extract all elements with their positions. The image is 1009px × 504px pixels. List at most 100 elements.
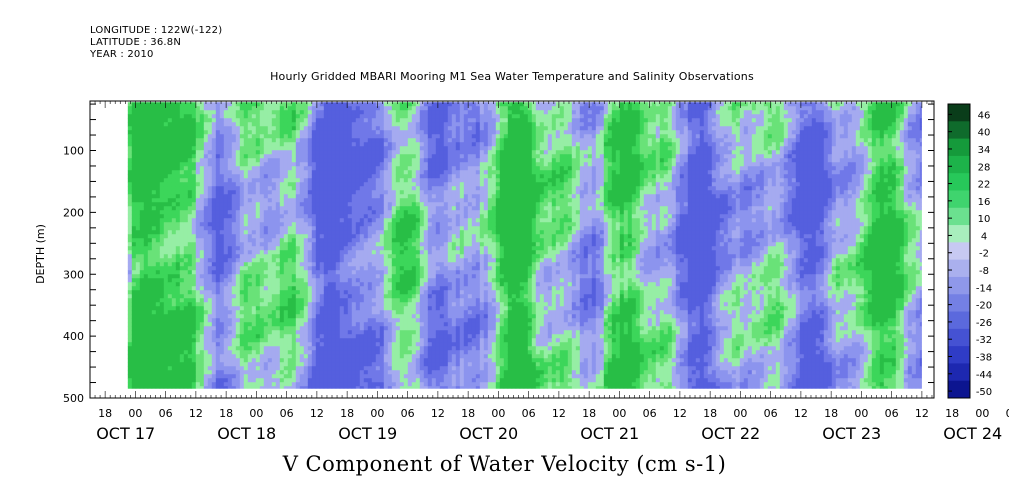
heatmap-cell [275,242,281,247]
heatmap-cell [175,162,181,167]
heatmap-cell [283,266,289,271]
heatmap-cell [375,162,381,167]
heatmap-cell [183,362,189,367]
heatmap-cell [291,334,297,339]
heatmap-cell [283,158,289,163]
heatmap-cell [127,386,133,389]
heatmap-cell [343,234,349,239]
heatmap-cell [359,222,365,227]
heatmap-cell [299,318,305,323]
heatmap-cell [391,294,397,299]
heatmap-cell [159,222,165,227]
heatmap-cell [187,354,193,359]
heatmap-cell [171,378,177,383]
heatmap-cell [379,274,385,279]
heatmap-cell [363,366,369,371]
heatmap-cell [187,118,193,123]
heatmap-cell [307,318,313,323]
heatmap-cell [183,274,189,279]
heatmap-cell [191,214,197,219]
heatmap-cell [375,198,381,203]
heatmap-cell [187,310,193,315]
heatmap-cell [207,334,213,339]
heatmap-cell [247,242,253,247]
heatmap-cell [151,262,157,267]
heatmap-cell [327,310,333,315]
heatmap-cell [179,310,185,315]
heatmap-cell [375,294,381,299]
heatmap-cell [303,326,309,331]
heatmap-cell [163,122,169,127]
heatmap-cell [199,382,205,387]
heatmap-cell [183,270,189,275]
heatmap-cell [187,138,193,143]
heatmap-cell [139,150,145,155]
heatmap-cell [135,154,141,159]
heatmap-cell [243,214,249,219]
heatmap-cell [191,338,197,343]
heatmap-cell [403,198,409,203]
heatmap-cell [399,386,405,389]
heatmap-cell [223,214,229,219]
heatmap-cell [127,158,133,163]
heatmap-cell [131,318,137,323]
heatmap-cell [207,186,213,191]
heatmap-cell [295,134,301,139]
heatmap-cell [223,366,229,371]
heatmap-cell [143,130,149,135]
heatmap-cell [139,126,145,131]
heatmap-cell [323,242,329,247]
heatmap-cell [355,130,361,135]
heatmap-cell [255,134,261,139]
heatmap-cell [259,226,265,231]
heatmap-cell [171,242,177,247]
heatmap-cell [227,378,233,383]
heatmap-cell [231,114,237,119]
heatmap-cell [331,198,337,203]
heatmap-cell [279,110,285,115]
heatmap-cell [167,166,173,171]
heatmap-cell [155,234,161,239]
heatmap-cell [131,130,137,135]
heatmap-cell [251,350,257,355]
heatmap-cell [187,274,193,279]
heatmap-cell [399,234,405,239]
heatmap-cell [271,222,277,227]
heatmap-cell [139,102,145,107]
heatmap-cell [175,290,181,295]
heatmap-cell [183,222,189,227]
heatmap-cell [359,234,365,239]
heatmap-cell [267,370,273,375]
heatmap-cell [355,150,361,155]
heatmap-cell [359,134,365,139]
heatmap-cell [255,214,261,219]
heatmap-cell [219,322,225,327]
heatmap-cell [359,298,365,303]
heatmap-cell [291,222,297,227]
heatmap-cell [275,322,281,327]
heatmap-cell [367,226,373,231]
heatmap-cell [275,302,281,307]
heatmap-cell [271,262,277,267]
heatmap-cell [147,306,153,311]
heatmap-cell [195,286,201,291]
heatmap-cell [291,214,297,219]
heatmap-cell [319,234,325,239]
heatmap-cell [211,182,217,187]
heatmap-cell [399,266,405,271]
heatmap-cell [391,174,397,179]
heatmap-cell [319,226,325,231]
heatmap-cell [371,258,377,263]
heatmap-cell [383,270,389,275]
heatmap-cell [139,134,145,139]
heatmap-cell [275,342,281,347]
heatmap-cell [399,378,405,383]
heatmap-cell [247,298,253,303]
heatmap-cell [375,262,381,267]
heatmap-cell [283,202,289,207]
heatmap-cell [339,366,345,371]
heatmap-cell [135,310,141,315]
heatmap-cell [335,262,341,267]
heatmap-cell [315,282,321,287]
heatmap-cell [203,258,209,263]
